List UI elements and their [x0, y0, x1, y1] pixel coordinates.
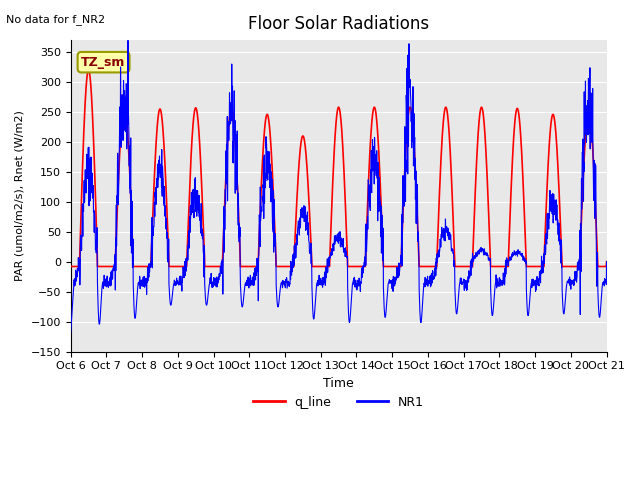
Text: No data for f_NR2: No data for f_NR2 [6, 14, 106, 25]
Title: Floor Solar Radiations: Floor Solar Radiations [248, 15, 429, 33]
Legend: q_line, NR1: q_line, NR1 [248, 391, 429, 414]
X-axis label: Time: Time [323, 377, 354, 390]
Text: TZ_sm: TZ_sm [81, 56, 125, 69]
Y-axis label: PAR (umol/m2/s), Rnet (W/m2): PAR (umol/m2/s), Rnet (W/m2) [15, 110, 25, 281]
